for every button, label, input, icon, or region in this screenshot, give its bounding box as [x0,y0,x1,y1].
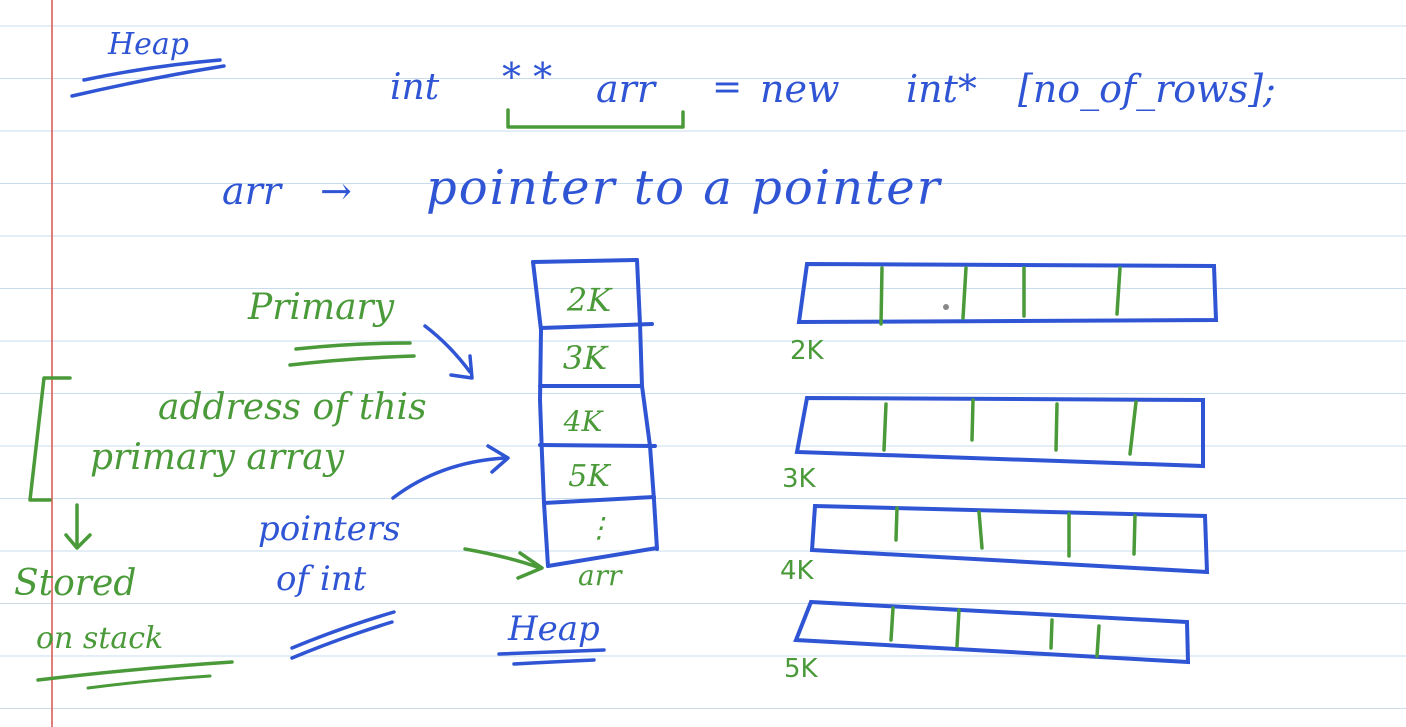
primary-arrow [423,324,472,374]
heap-top-label: Heap [108,27,190,62]
primary-arrow-head [449,354,474,380]
row-label-3k: 3K [782,464,816,494]
code-stars: * * [502,55,553,99]
left-bracket [28,376,72,502]
primary-underline [294,341,412,351]
desc-var: arr [222,169,281,213]
heap-bottom-label: Heap [508,609,600,649]
stored-line-1: Stored [14,563,137,604]
primary-cell-4: ⋮ [585,511,613,544]
row-label-4k: 4K [780,556,814,586]
code-type2: int* [906,67,977,111]
pointers-line-2: of int [276,559,367,599]
row-array-3k [794,395,1205,469]
double-star-bracket [506,108,685,129]
pointers-arrow-head [486,444,510,474]
ruled-lines [0,25,1406,709]
pointers-underline-2 [290,620,394,660]
stack-underline-2 [86,674,212,690]
address-line-1: address of this [158,387,427,428]
primary-underline-2 [288,354,416,367]
code-var: arr [596,67,655,111]
desc-arrow: → [320,169,352,213]
row-label-2k: 2K [790,336,824,366]
row-array-2k [796,261,1219,326]
code-type: int [390,67,440,108]
arr-arrow-head [516,551,544,580]
row-label-5k: 5K [784,654,818,684]
row-array-4k [809,503,1210,575]
code-index: [no_of_rows]; [1018,67,1276,111]
code-new: new [760,67,840,111]
pointers-line-1: pointers [258,509,401,549]
primary-cell-3: 5K [568,459,610,494]
down-arrow [64,503,92,550]
address-line-2: primary array [90,437,345,478]
arr-arrow [463,547,542,570]
primary-array-box [531,258,659,568]
primary-label: Primary [248,287,395,328]
stored-line-2: on stack [36,621,164,656]
primary-cell-1: 3K [562,339,608,377]
heap-top-underline-2 [70,64,226,98]
pointers-arrow [391,456,507,500]
heap-bottom-underline [497,648,606,656]
arr-label: arr [578,559,622,592]
heap-bottom-underline-2 [512,658,596,666]
desc-text: pointer to a pointer [426,160,942,216]
stack-underline [36,660,234,682]
code-eq: = [712,67,743,108]
primary-cell-0: 2K [566,281,612,319]
row-array-5k [793,599,1191,665]
heap-top-underline [82,58,222,82]
pointers-underline [290,610,396,650]
primary-cell-2: 4K [563,405,603,438]
